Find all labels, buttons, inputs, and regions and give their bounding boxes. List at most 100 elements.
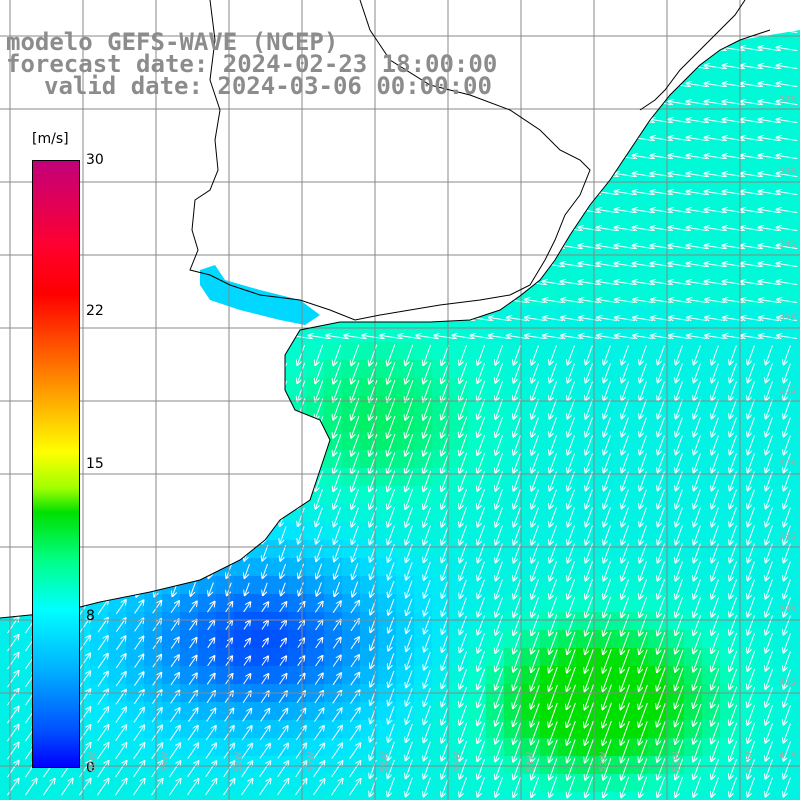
field-cell <box>216 162 235 181</box>
field-cell <box>738 216 757 235</box>
wind-arrow <box>477 380 486 401</box>
field-cell <box>306 720 325 739</box>
field-cell <box>54 108 73 127</box>
field-cell <box>252 612 271 631</box>
wind-arrow <box>381 281 402 284</box>
field-cell <box>342 522 361 541</box>
wind-arrow <box>507 245 528 248</box>
wind-arrow <box>183 191 204 194</box>
field-cell <box>306 450 325 469</box>
wind-arrow <box>154 507 161 526</box>
field-cell <box>702 378 721 397</box>
wind-arrow <box>363 227 384 230</box>
field-cell <box>738 324 757 343</box>
field-cell <box>684 72 703 91</box>
field-cell <box>306 792 325 800</box>
field-cell <box>486 378 505 397</box>
field-cell <box>504 54 523 73</box>
field-cell <box>414 324 433 343</box>
wind-arrow <box>10 399 17 419</box>
field-cell <box>306 648 325 667</box>
field-cell <box>540 30 559 37</box>
field-cell <box>234 792 253 800</box>
field-cell <box>396 234 415 253</box>
field-cell <box>144 270 163 289</box>
wind-arrow <box>658 453 665 473</box>
wind-arrow <box>165 155 186 158</box>
lon-label: 57W <box>307 751 317 772</box>
field-cell <box>180 720 199 739</box>
wind-arrow <box>453 137 474 140</box>
field-cell <box>360 144 379 163</box>
wind-arrow <box>201 137 222 140</box>
field-cell <box>540 720 559 739</box>
wind-arrow <box>327 155 348 158</box>
lon-label: 54W <box>526 751 536 772</box>
field-cell <box>108 468 127 487</box>
wind-arrow <box>507 173 528 176</box>
field-cell <box>648 702 667 721</box>
field-cell <box>738 126 757 145</box>
field-cell <box>432 342 451 361</box>
field-cell <box>180 414 199 433</box>
field-cell <box>504 306 523 325</box>
wind-arrow <box>201 318 222 321</box>
field-cell <box>90 648 109 667</box>
field-cell <box>756 504 775 523</box>
field-cell <box>450 378 469 397</box>
wind-arrow <box>459 362 468 383</box>
wind-arrow <box>784 435 791 455</box>
field-cell <box>396 774 415 793</box>
wind-arrow <box>532 453 539 472</box>
wind-arrow <box>147 137 168 140</box>
wind-arrow <box>471 209 492 212</box>
wind-arrow <box>190 563 197 579</box>
wind-arrow <box>777 209 798 212</box>
wind-arrow <box>550 453 557 473</box>
field-cell <box>522 540 541 559</box>
wind-arrow <box>111 137 132 140</box>
lon-label: 55W <box>453 751 463 772</box>
field-cell <box>414 414 433 433</box>
wind-arrow <box>766 345 773 365</box>
field-cell <box>162 126 181 145</box>
field-cell <box>630 594 649 613</box>
wind-arrow <box>165 281 186 284</box>
wind-arrow <box>777 173 798 176</box>
field-cell <box>648 666 667 685</box>
field-cell <box>738 54 757 73</box>
field-cell <box>612 162 631 181</box>
wind-arrow <box>477 452 486 473</box>
field-cell <box>792 540 800 559</box>
field-cell <box>774 126 793 145</box>
field-cell <box>234 612 253 631</box>
field-cell <box>306 162 325 181</box>
field-cell <box>468 360 487 379</box>
field-cell <box>180 792 199 800</box>
wind-arrow <box>237 336 258 339</box>
field-cell <box>198 144 217 163</box>
wind-arrow <box>93 245 114 248</box>
wind-arrow <box>381 173 402 176</box>
field-cell <box>648 558 667 577</box>
field-cell <box>360 450 379 469</box>
field-cell <box>666 360 685 379</box>
wind-arrow <box>495 434 504 455</box>
wind-arrow <box>514 471 521 490</box>
field-cell <box>180 594 199 613</box>
wind-arrow <box>399 245 420 248</box>
wind-arrow <box>237 318 258 321</box>
field-cell <box>468 630 487 649</box>
wind-arrow <box>471 173 492 176</box>
wind-arrow <box>345 209 366 212</box>
field-cell <box>540 162 559 181</box>
field-cell <box>792 126 800 145</box>
field-cell <box>684 234 703 253</box>
field-cell <box>270 450 289 469</box>
field-cell <box>180 162 199 181</box>
lat-label: 35S <box>778 313 796 323</box>
wind-arrow <box>561 137 582 140</box>
field-cell <box>126 396 145 415</box>
field-cell <box>792 450 800 469</box>
field-cell <box>720 198 739 217</box>
